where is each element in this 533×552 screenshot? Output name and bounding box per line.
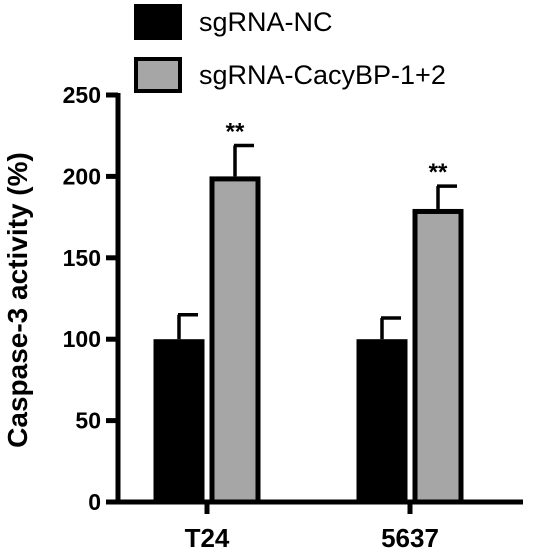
legend-swatch-nc — [134, 4, 182, 40]
y-tick-label: 0 — [88, 489, 101, 515]
significance-marker: ** — [226, 118, 245, 145]
significance-marker: ** — [429, 159, 448, 186]
y-tick-label: 150 — [63, 245, 101, 271]
bar-cacybp-T24 — [209, 176, 261, 505]
bar-nc-T24 — [153, 339, 205, 505]
y-tick-label: 100 — [63, 326, 101, 352]
x-tick-label-5637: 5637 — [381, 523, 439, 552]
error-bars — [177, 143, 457, 340]
y-axis-title: Caspase-3 activity (%) — [2, 152, 33, 448]
y-tick-label: 50 — [75, 408, 101, 434]
y-tick-label: 200 — [63, 163, 101, 189]
bar-cacybp-5637 — [412, 208, 464, 505]
axes: 0 50 100 150 200 250 T24 5637 — [63, 82, 523, 552]
bars — [153, 176, 464, 505]
legend-swatch-cacybp — [134, 57, 182, 93]
bar-nc-5637 — [356, 339, 408, 505]
legend-label-nc: sgRNA-NC — [199, 7, 333, 37]
legend-label-cacybp: sgRNA-CacyBP-1+2 — [199, 60, 446, 90]
legend: sgRNA-NC sgRNA-CacyBP-1+2 — [134, 4, 446, 93]
x-tick-label-T24: T24 — [185, 523, 230, 552]
significance-markers: ** ** — [226, 118, 448, 186]
y-tick-label: 250 — [63, 82, 101, 108]
